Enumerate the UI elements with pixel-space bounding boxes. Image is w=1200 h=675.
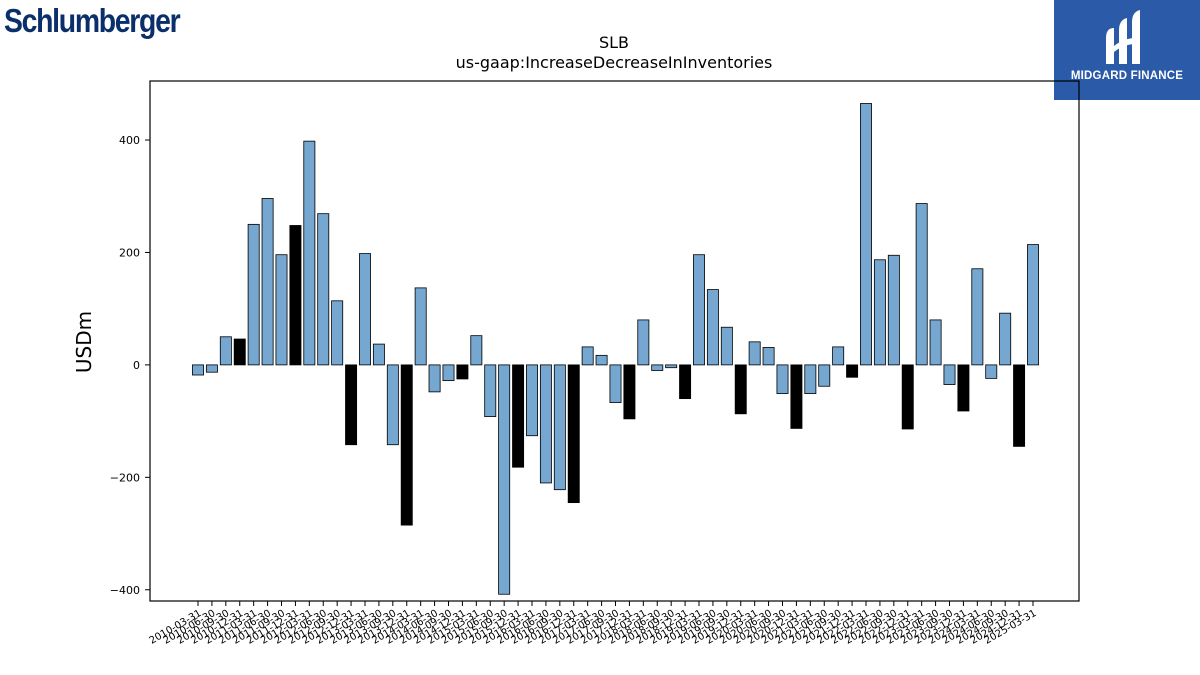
bar-2017-09-30 <box>609 364 622 403</box>
bars-group <box>192 103 1039 595</box>
bar-2023-06-30 <box>929 319 942 366</box>
bar-2018-12-31 <box>679 364 692 400</box>
y-tick-label: 400 <box>119 134 140 147</box>
bar-2017-12-31 <box>623 364 636 420</box>
bar-2018-03-31 <box>637 319 650 366</box>
bar-2021-03-31 <box>804 364 817 394</box>
bar-2015-06-30 <box>484 364 497 418</box>
y-axis-label: USDm <box>72 311 96 373</box>
schlumberger-logo: Schlumberger <box>4 2 181 39</box>
bar-2012-09-30 <box>331 300 344 366</box>
bar-2014-06-30 <box>428 364 441 393</box>
bar-2022-03-31 <box>860 103 872 366</box>
bar-2019-12-31 <box>734 364 747 415</box>
bar-2010-12-31 <box>233 338 246 366</box>
x-axis: 2010-03-312010-06-302010-09-302010-12-31… <box>148 601 1039 647</box>
bar-2023-03-31 <box>915 203 928 366</box>
bar-2012-03-31 <box>303 140 316 366</box>
midgard-logo-mark-icon <box>1106 10 1140 64</box>
plot-frame <box>149 80 1080 602</box>
bar-2019-06-30 <box>706 289 719 366</box>
bar-2025-03-31 <box>1027 244 1039 366</box>
bar-2010-03-31 <box>192 364 204 376</box>
bar-2022-09-30 <box>887 254 900 366</box>
bar-2020-12-31 <box>790 364 803 429</box>
bar-2023-09-30 <box>943 364 956 385</box>
bar-2012-06-30 <box>317 213 330 366</box>
bar-2010-09-30 <box>219 336 232 366</box>
bar-2011-03-31 <box>247 223 260 366</box>
bar-2011-12-31 <box>289 225 302 366</box>
bar-2015-12-31 <box>512 364 525 468</box>
bar-2018-09-30 <box>665 364 678 369</box>
bar-2021-09-30 <box>832 346 845 366</box>
bar-2020-03-31 <box>748 341 761 366</box>
bar-2018-06-30 <box>651 364 664 371</box>
y-tick-label: 200 <box>119 246 140 259</box>
bar-2010-06-30 <box>205 364 218 373</box>
bar-2019-03-31 <box>693 254 705 366</box>
bar-2024-03-31 <box>971 268 984 366</box>
bar-2014-03-31 <box>414 287 427 366</box>
bar-2024-09-30 <box>999 312 1012 366</box>
bar-2023-12-31 <box>957 364 970 412</box>
bar-2021-06-30 <box>818 364 831 387</box>
bar-2024-06-30 <box>985 364 998 379</box>
y-tick-label: −400 <box>110 584 140 597</box>
bar-2013-12-31 <box>400 364 413 526</box>
chart-title: SLB <box>599 33 629 52</box>
bar-2011-06-30 <box>261 198 274 366</box>
y-tick-label: 0 <box>133 359 140 372</box>
bar-2015-09-30 <box>498 364 511 595</box>
midgard-finance-logo: MIDGARD FINANCE <box>1054 0 1200 100</box>
bar-2013-03-31 <box>359 253 371 366</box>
bar-2014-09-30 <box>442 364 455 382</box>
bar-2016-03-31 <box>526 364 538 437</box>
bar-2022-12-31 <box>901 364 914 430</box>
bar-2017-06-30 <box>595 354 608 366</box>
bar-2011-09-30 <box>275 254 288 366</box>
bar-2022-06-30 <box>873 259 886 366</box>
y-tick-label: −200 <box>110 471 140 484</box>
chart-subtitle: us-gaap:IncreaseDecreaseInInventories <box>456 53 773 72</box>
bar-2021-12-31 <box>846 364 859 378</box>
bar-2013-09-30 <box>386 364 399 446</box>
bar-2014-12-31 <box>456 364 469 380</box>
bar-2012-12-31 <box>345 364 358 446</box>
bar-2015-03-31 <box>470 335 483 366</box>
bar-2016-06-30 <box>539 364 552 484</box>
bar-2013-06-30 <box>372 343 385 366</box>
bar-2020-09-30 <box>776 364 789 394</box>
bar-2024-12-31 <box>1013 364 1026 447</box>
midgard-logo-text: MIDGARD FINANCE <box>1070 70 1184 82</box>
bar-2019-09-30 <box>720 326 733 366</box>
y-axis: −400 −200 0 200 400 <box>110 134 150 597</box>
bar-2016-09-30 <box>553 364 566 491</box>
bar-2017-03-31 <box>581 346 594 366</box>
bar-2016-12-31 <box>567 364 580 504</box>
bar-2020-06-30 <box>762 347 775 366</box>
